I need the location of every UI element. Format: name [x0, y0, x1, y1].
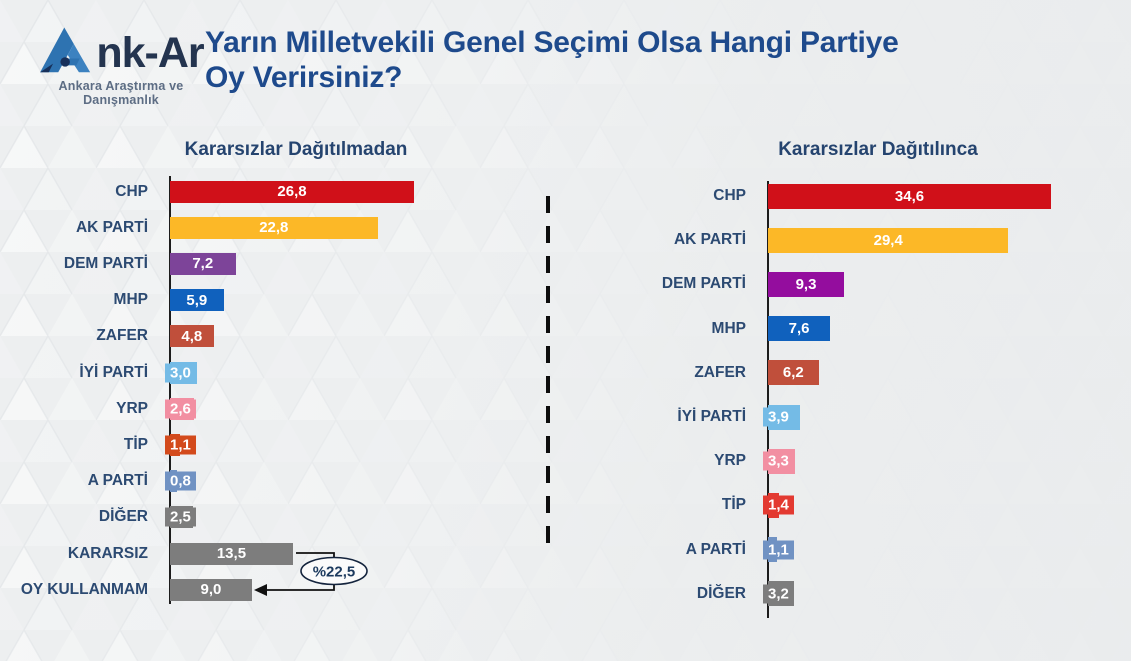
- value-label: 7,6: [788, 320, 810, 338]
- value-label: 29,4: [873, 231, 903, 249]
- value-label: 5,9: [186, 291, 208, 309]
- category-label: TİP: [721, 496, 746, 514]
- category-label: DİĞER: [696, 584, 746, 602]
- category-label: DEM PARTİ: [63, 254, 148, 272]
- bar: 1,1: [763, 537, 794, 563]
- value-label: 26,8: [277, 183, 307, 200]
- page-title-line2: Oy Verirsiniz?: [205, 61, 403, 95]
- value-label: 0,8: [165, 471, 196, 491]
- chart-left-axis: [169, 176, 171, 604]
- chart-right-title: Kararsızlar Dağıtılınca: [778, 139, 978, 160]
- bar: 7,6: [768, 316, 831, 342]
- category-label: YRP: [714, 452, 746, 470]
- bar: 2,6: [165, 397, 196, 420]
- category-label: MHP: [711, 319, 746, 337]
- chart-right-axis: [767, 181, 769, 618]
- category-label: MHP: [113, 291, 148, 309]
- value-label: 7,2: [192, 255, 214, 273]
- value-label: 22,8: [259, 219, 289, 237]
- brand-tagline: Ankara Araştırma ve Danışmanlık: [58, 79, 184, 107]
- bar: 22,8: [170, 216, 378, 239]
- bar: 7,2: [170, 252, 236, 275]
- bar: 3,0: [165, 361, 198, 384]
- category-label: A PARTİ: [685, 540, 746, 558]
- bar: 4,8: [170, 325, 214, 348]
- value-label: 2,5: [165, 507, 196, 527]
- page-title: Yarın Milletvekili Genel Seçimi Olsa Han…: [205, 25, 1115, 95]
- value-label: 4,8: [181, 327, 203, 345]
- bar: 5,9: [170, 289, 224, 312]
- value-label: 9,0: [200, 581, 222, 599]
- bar: 3,2: [763, 581, 795, 607]
- bar: 26,8: [170, 180, 414, 203]
- value-label: 3,3: [763, 451, 794, 471]
- chart-left-title: Kararsızlar Dağıtılmadan: [184, 139, 408, 160]
- page-title-line1: Yarın Milletvekili Genel Seçimi Olsa Han…: [205, 26, 899, 59]
- value-label: 3,9: [763, 407, 794, 427]
- bar: 13,5: [170, 542, 293, 565]
- value-label: 3,2: [763, 584, 794, 604]
- category-label: İYİ PARTİ: [677, 408, 746, 425]
- bar: 6,2: [768, 360, 819, 386]
- category-label: İYİ PARTİ: [79, 363, 148, 381]
- category-label: ZAFER: [694, 363, 746, 381]
- value-label: 3,0: [165, 363, 196, 382]
- bar: 2,5: [165, 506, 196, 529]
- bar: 1,4: [763, 492, 794, 518]
- value-label: 2,6: [165, 399, 196, 419]
- brand-name: nk-Ar: [96, 29, 204, 78]
- category-label: DEM PARTİ: [661, 275, 746, 293]
- value-label: 13,5: [216, 545, 247, 562]
- bar: 0,8: [165, 470, 196, 493]
- category-label: TİP: [123, 435, 148, 453]
- bar: 29,4: [768, 227, 1009, 253]
- category-label: AK PARTİ: [673, 231, 746, 249]
- value-label: 9,3: [795, 275, 817, 293]
- value-label: 1,1: [763, 540, 794, 560]
- category-label: KARARSIZ: [67, 544, 148, 562]
- category-label: OY KULLANMAM: [20, 580, 148, 598]
- category-label: YRP: [116, 399, 148, 417]
- category-label: DİĞER: [98, 508, 148, 526]
- category-label: ZAFER: [96, 327, 148, 345]
- value-label: 1,1: [165, 435, 196, 455]
- value-label: 6,2: [782, 364, 804, 382]
- brand-logo-mark: [40, 27, 91, 73]
- bar: 1,1: [165, 433, 196, 456]
- brand-logo: nk-Ar Ankara Araştırma ve Danışmanlık: [26, 24, 216, 107]
- value-label: 1,4: [763, 495, 794, 515]
- bar: 9,3: [768, 271, 845, 297]
- bar: 34,6: [768, 183, 1051, 209]
- bar: 9,0: [170, 578, 252, 601]
- bar: 3,3: [763, 448, 795, 474]
- category-label: CHP: [713, 187, 746, 204]
- bar: 3,9: [763, 404, 800, 430]
- category-label: A PARTİ: [87, 472, 148, 490]
- category-label: AK PARTİ: [75, 218, 148, 236]
- value-label: 34,6: [894, 187, 925, 205]
- category-label: CHP: [115, 182, 148, 200]
